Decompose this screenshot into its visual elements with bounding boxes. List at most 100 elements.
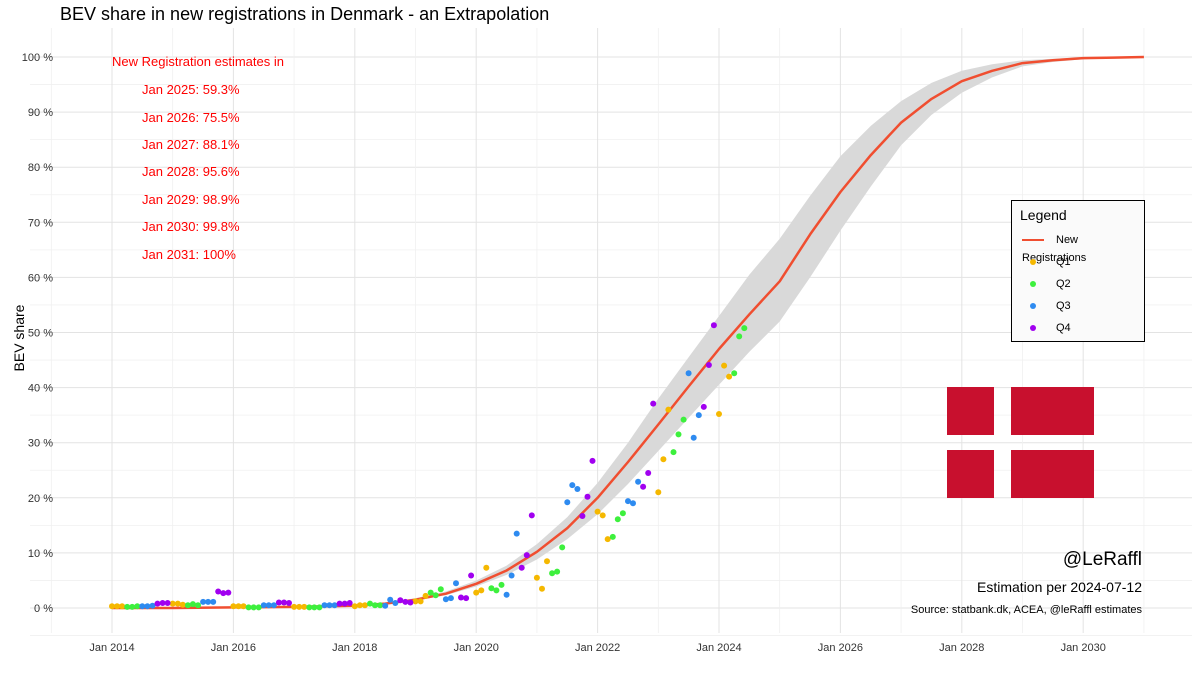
point-q1: [544, 558, 550, 565]
legend-label: Q3: [1056, 300, 1071, 312]
y-tick-label: 40 %: [28, 383, 53, 395]
point-q3: [635, 478, 642, 485]
point-q4: [336, 600, 343, 607]
point-q3: [503, 591, 510, 598]
denmark-flag-icon: [947, 387, 1094, 498]
x-tick-label: Jan 2028: [939, 642, 984, 654]
point-q1: [665, 406, 672, 413]
estimates-heading: New Registration estimates in: [112, 54, 284, 69]
point-q3: [690, 434, 697, 441]
point-q2: [427, 589, 434, 596]
point-q1: [478, 587, 485, 594]
legend-item-new-registrations: New Registrations: [1022, 231, 1144, 264]
point-q4: [458, 594, 464, 601]
point-q2: [372, 602, 378, 609]
y-tick-label: 80 %: [28, 162, 53, 174]
point-q2: [189, 601, 196, 608]
point-q2: [437, 586, 444, 593]
point-q2: [306, 604, 313, 611]
point-q4: [645, 470, 652, 476]
point-q1: [119, 603, 126, 610]
point-q1: [533, 574, 540, 581]
point-q4: [640, 483, 647, 490]
dot-swatch-icon: [1030, 281, 1036, 288]
point-q1: [361, 602, 368, 609]
point-q4: [397, 597, 404, 604]
point-q4: [341, 600, 348, 607]
point-q4: [710, 322, 717, 329]
flag-quadrant: [1011, 450, 1094, 498]
point-q2: [680, 416, 687, 423]
legend-item-q1: Q1: [1022, 253, 1071, 271]
legend-label: Q4: [1056, 322, 1071, 334]
y-tick-label: 100 %: [22, 52, 53, 64]
point-q2: [488, 585, 495, 592]
estimate-2027: Jan 2027: 88.1%: [142, 137, 240, 152]
point-q2: [493, 587, 500, 594]
point-q3: [630, 500, 636, 507]
estimate-2028: Jan 2028: 95.6%: [142, 164, 240, 179]
point-q3: [442, 596, 449, 603]
point-q1: [230, 603, 237, 610]
point-q1: [483, 564, 490, 571]
point-q1: [114, 603, 121, 610]
point-q4: [705, 362, 712, 368]
point-q2: [736, 333, 743, 340]
point-q3: [513, 530, 520, 537]
point-q4: [220, 590, 227, 597]
point-q3: [144, 603, 151, 610]
point-q2: [124, 603, 131, 610]
point-q1: [296, 603, 303, 610]
y-tick-label: 30 %: [28, 438, 53, 450]
dot-swatch-icon: [1030, 259, 1036, 266]
point-q3: [382, 602, 389, 609]
x-tick-label: Jan 2022: [575, 642, 620, 654]
author-handle: @LeRaffl: [1062, 549, 1142, 570]
point-q3: [453, 580, 459, 587]
point-q2: [559, 544, 566, 551]
y-tick-label: 60 %: [28, 272, 53, 284]
point-q4: [281, 599, 287, 606]
point-q2: [609, 533, 616, 540]
point-q2: [250, 604, 257, 611]
point-q2: [377, 602, 384, 609]
point-q4: [154, 600, 161, 607]
point-q3: [564, 499, 571, 506]
y-tick-label: 0 %: [34, 603, 53, 615]
point-q2: [316, 604, 323, 611]
chart-title: BEV share in new registrations in Denmar…: [60, 4, 550, 24]
point-q3: [205, 598, 212, 605]
point-q3: [265, 602, 272, 609]
point-q1: [351, 603, 358, 610]
y-tick-label: 90 %: [28, 107, 53, 119]
y-tick-label: 50 %: [28, 328, 53, 340]
point-q2: [731, 370, 738, 377]
point-q3: [569, 482, 576, 489]
point-q2: [184, 602, 191, 609]
legend-item-q4: Q4: [1022, 319, 1071, 337]
point-q1: [291, 603, 298, 610]
estimate-2031: Jan 2031: 100%: [142, 247, 236, 262]
point-q4: [584, 493, 591, 500]
point-q3: [625, 498, 631, 505]
point-q3: [387, 596, 394, 603]
point-q3: [392, 600, 399, 606]
estimation-date: Estimation per 2024-07-12: [977, 579, 1142, 595]
source-note: Source: statbank.dk, ACEA, @leRaffl esti…: [910, 604, 1142, 616]
point-q2: [245, 604, 252, 611]
point-q2: [432, 592, 439, 599]
point-q1: [594, 508, 601, 515]
point-q1: [660, 456, 667, 463]
point-q2: [195, 602, 201, 609]
point-q2: [670, 449, 677, 456]
point-q4: [286, 600, 292, 606]
point-q4: [275, 599, 282, 606]
points-layer: [109, 322, 748, 611]
x-tick-label: Jan 2020: [454, 642, 499, 654]
point-q3: [321, 602, 328, 609]
point-q3: [200, 598, 207, 605]
point-q1: [473, 589, 480, 596]
point-q4: [468, 572, 475, 579]
point-q4: [700, 403, 707, 410]
